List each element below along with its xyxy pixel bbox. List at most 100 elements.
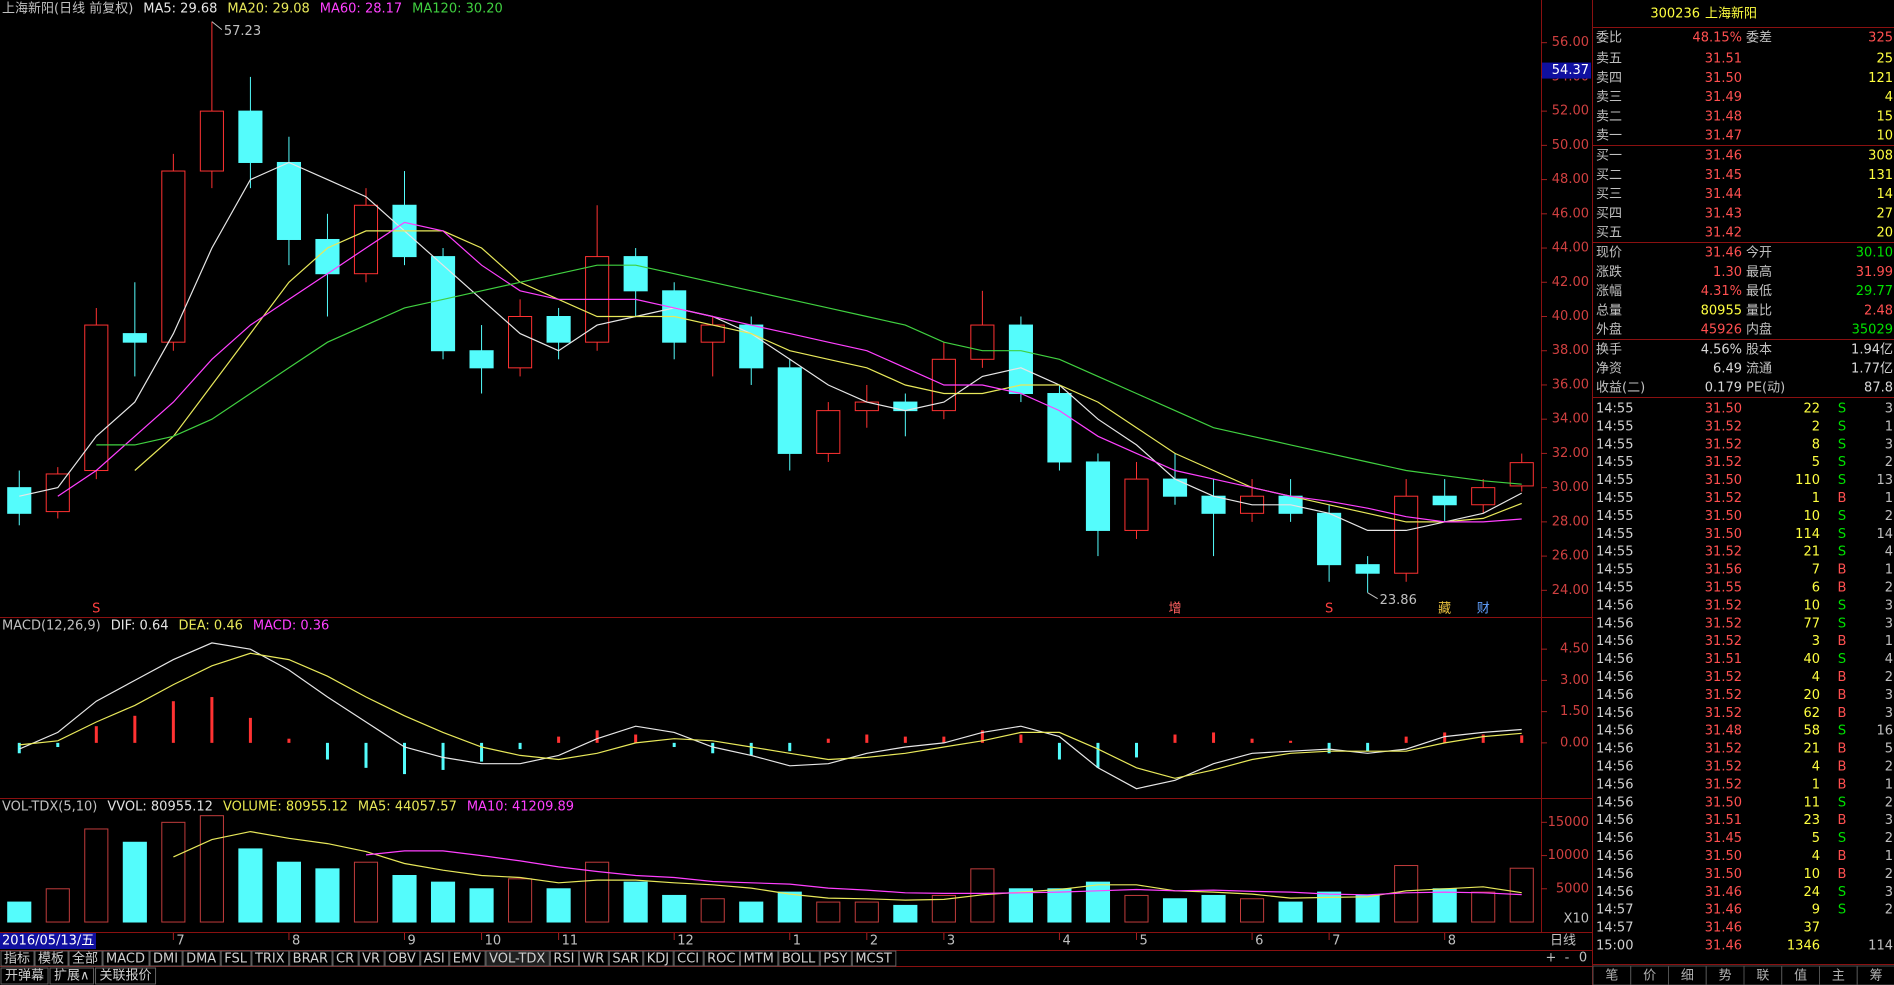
period-label[interactable]: 日线 — [1550, 934, 1576, 949]
indicator-tab-label[interactable]: CR — [336, 952, 354, 967]
panel-tab-label[interactable]: 笔 — [1605, 968, 1618, 984]
y-tick-label: 32.00 — [1552, 446, 1589, 461]
volume-bar — [1047, 888, 1072, 923]
legend-entry: MA5: 44057.57 — [358, 800, 457, 815]
indicator-tab-label[interactable]: ASI — [424, 952, 445, 967]
tick-volume: 20 — [1803, 688, 1820, 703]
indicator-tab-label[interactable]: WR — [582, 952, 604, 967]
indicator-tab-label[interactable]: FSL — [224, 952, 248, 967]
indicator-tab[interactable] — [420, 950, 450, 967]
bottom-tab-label[interactable]: 开弹幕 — [5, 969, 44, 984]
volume-bar — [585, 861, 610, 923]
x-tick-label: 7 — [176, 934, 184, 949]
tick-time: 14:55 — [1596, 473, 1633, 488]
panel-tab[interactable] — [1856, 965, 1894, 985]
y-tick-label: 0.00 — [1560, 735, 1589, 750]
tick-price: 31.50 — [1705, 402, 1742, 417]
volume-bar — [430, 881, 456, 923]
panel-tab-label[interactable]: 筹 — [1870, 968, 1883, 984]
x-tick-label: 5 — [1139, 934, 1147, 949]
indicator-tab[interactable] — [0, 950, 35, 967]
indicator-tab-label[interactable]: EMV — [453, 952, 481, 967]
indicator-tab[interactable] — [289, 950, 333, 967]
panel-tab-label[interactable]: 联 — [1756, 969, 1769, 984]
indicator-tab[interactable] — [34, 950, 69, 967]
bottom-tab-label[interactable]: 关联报价 — [100, 969, 152, 984]
bid-label: 买四 — [1596, 206, 1622, 221]
zoom-button[interactable]: + — [1546, 951, 1557, 966]
indicator-tab[interactable] — [673, 950, 704, 967]
tick-volume: 10 — [1803, 867, 1820, 882]
indicator-tab[interactable] — [608, 950, 644, 967]
candle-body — [1162, 478, 1188, 497]
indicator-tab-label[interactable]: TRIX — [254, 952, 285, 967]
indicator-tab[interactable] — [182, 950, 221, 967]
y-tick-label: 36.00 — [1552, 377, 1589, 392]
indicator-tab-label[interactable]: 模板 — [38, 952, 64, 967]
indicator-tab[interactable] — [778, 950, 820, 967]
tick-time: 14:55 — [1596, 509, 1633, 524]
bottom-tab[interactable] — [49, 967, 95, 985]
indicator-tab[interactable] — [358, 950, 385, 967]
indicator-tab[interactable] — [819, 950, 852, 967]
indicator-tab-label[interactable]: 全部 — [72, 951, 98, 967]
indicator-tab-label[interactable]: 指标 — [4, 952, 30, 967]
indicator-tab[interactable] — [578, 950, 609, 967]
indicator-tab-label[interactable]: DMI — [153, 952, 178, 967]
candle-body — [45, 473, 70, 513]
candle-body — [199, 110, 224, 172]
bottom-tab[interactable] — [95, 967, 157, 985]
indicator-tab-label[interactable]: MACD — [106, 952, 145, 967]
panel-tab-label[interactable]: 细 — [1681, 969, 1694, 984]
indicator-tab-label[interactable]: MTM — [743, 952, 773, 967]
indicator-tab-label[interactable]: ROC — [707, 952, 735, 967]
candle-body — [1008, 324, 1033, 395]
zoom-button[interactable]: 0 — [1579, 951, 1587, 966]
tick-side: S — [1838, 527, 1846, 542]
bottom-tab-label[interactable]: 扩展∧ — [54, 969, 90, 984]
indicator-tab[interactable] — [851, 950, 897, 967]
indicator-tab-label[interactable]: PSY — [823, 952, 847, 967]
indicator-tab[interactable] — [102, 950, 150, 967]
indicator-tab[interactable] — [220, 950, 252, 967]
indicator-tab[interactable] — [149, 950, 183, 967]
panel-tab-label[interactable]: 价 — [1643, 969, 1656, 984]
panel-tab-label[interactable]: 值 — [1794, 968, 1807, 984]
indicator-tab[interactable] — [739, 950, 779, 967]
volume-bar — [546, 888, 571, 923]
indicator-tab-label[interactable]: RSI — [553, 952, 574, 967]
indicator-tab-label[interactable]: BRAR — [293, 952, 328, 967]
volume-bar — [508, 878, 533, 923]
indicator-tab-label[interactable]: MCST — [855, 952, 892, 967]
indicator-tab[interactable] — [703, 950, 740, 967]
ma-line — [57, 221, 1522, 523]
panel-tab-label[interactable]: 主 — [1832, 969, 1845, 984]
indicator-tab-label[interactable]: KDJ — [647, 952, 669, 967]
volume-bar — [1355, 894, 1380, 923]
indicator-tab-label[interactable]: VR — [362, 952, 380, 967]
zoom-button[interactable]: - — [1565, 951, 1570, 966]
tick-count: 1 — [1885, 491, 1893, 506]
candle-body — [546, 316, 571, 343]
indicator-tab[interactable] — [643, 950, 674, 967]
indicator-tab[interactable] — [485, 950, 550, 967]
bottom-tab[interactable] — [0, 967, 49, 985]
indicator-tab-label[interactable]: OBV — [388, 952, 416, 967]
indicator-tab[interactable] — [251, 950, 290, 967]
panel-tab-label[interactable]: 势 — [1719, 968, 1732, 984]
indicator-tab[interactable] — [549, 950, 579, 967]
indicator-tab[interactable] — [332, 950, 359, 967]
event-label: S — [92, 602, 100, 617]
indicator-tab-label[interactable]: BOLL — [782, 952, 816, 967]
tick-count: 3 — [1885, 437, 1893, 452]
indicator-tab-label[interactable]: VOL-TDX — [489, 952, 545, 967]
quote-label: 外盘 — [1596, 322, 1622, 338]
indicator-tab[interactable] — [68, 950, 103, 967]
indicator-tab-label[interactable]: CCI — [677, 952, 699, 967]
indicator-tab[interactable] — [384, 950, 421, 967]
indicator-tab[interactable] — [449, 950, 486, 967]
indicator-tab-label[interactable]: DMA — [186, 952, 216, 967]
indicator-tab-label[interactable]: SAR — [612, 952, 638, 967]
tick-price: 31.52 — [1705, 455, 1742, 470]
tick-price: 31.52 — [1705, 491, 1742, 506]
